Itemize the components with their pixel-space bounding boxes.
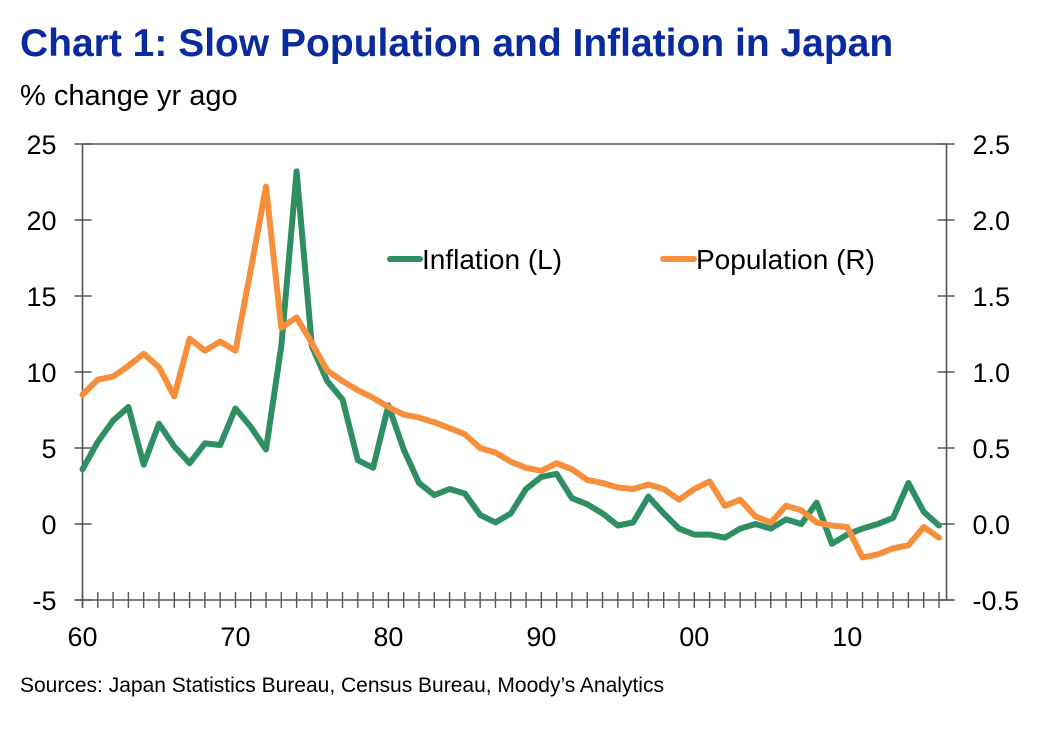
inflation-points [82,171,939,544]
inflation-line [79,168,942,547]
left-y-tick-label: 25 [26,130,56,160]
x-tick-label: 90 [526,622,556,652]
x-tick-label: 60 [67,622,97,652]
right-y-tick-label: 1.5 [973,282,1011,312]
series-lines [79,168,942,561]
right-y-tick-label: 0.0 [973,510,1011,540]
legend-population-label: Population (R) [696,244,875,275]
x-tick-label: 10 [832,622,862,652]
y-axis-unit-label: % change yr ago [20,80,238,112]
left-y-tick-label: 0 [41,510,56,540]
left-y-tick-label: 20 [26,206,56,236]
chart-title: Chart 1: Slow Population and Inflation i… [20,22,894,65]
population-points [82,187,939,558]
right-y-tick-label: 1.0 [973,358,1011,388]
right-y-tick-label: 0.5 [973,434,1011,464]
left-y-tick-label: 10 [26,358,56,388]
right-y-tick-label: 2.5 [973,130,1011,160]
x-tick-label: 00 [679,622,709,652]
population-line [79,183,942,561]
legend: Inflation (L) Population (R) [387,244,875,275]
left-y-tick-label: 15 [26,282,56,312]
left-y-tick-label: -5 [32,586,56,616]
source-note: Sources: Japan Statistics Bureau, Census… [20,674,664,697]
x-tick-label: 80 [373,622,403,652]
right-y-tick-label: -0.5 [973,586,1020,616]
axes: -5 0 5 10 15 20 25 -0.5 0.0 0.5 1.0 1.5 2.0 2.5 60 70 80… [26,130,1019,652]
right-y-tick-label: 2.0 [973,206,1011,236]
x-tick-label: 70 [220,622,250,652]
legend-inflation-label: Inflation (L) [422,244,562,275]
left-y-tick-label: 5 [41,434,56,464]
